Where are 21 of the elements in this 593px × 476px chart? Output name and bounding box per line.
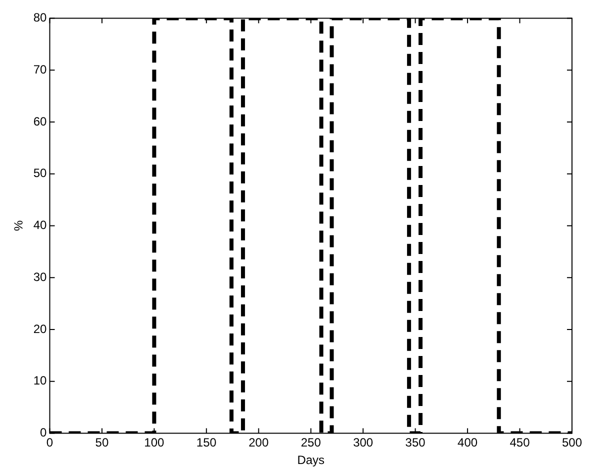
x-tick-label: 150 [196, 436, 217, 450]
x-tick-label: 500 [562, 436, 582, 450]
x-tick-label: 50 [95, 436, 109, 450]
y-tick-label: 0 [40, 426, 48, 440]
y-axis-title: % [12, 220, 26, 232]
x-tick-label: 250 [300, 436, 322, 450]
x-tick-label: 100 [144, 436, 165, 450]
y-tick-label: 30 [33, 270, 48, 284]
y-tick-label: 60 [33, 114, 48, 128]
x-tick-label: 450 [510, 436, 530, 450]
y-tick-label: 70 [33, 62, 48, 76]
y-tick-label: 40 [33, 218, 48, 232]
x-axis-title: Days [297, 453, 325, 468]
y-tick-label: 10 [33, 374, 48, 388]
y-tick-label: 80 [33, 10, 48, 25]
x-tick-label: 200 [248, 436, 269, 450]
y-tick-label: 20 [33, 322, 48, 336]
x-tick-label: 400 [458, 436, 478, 450]
x-tick-label: 300 [353, 436, 374, 450]
y-tick-label: 50 [33, 166, 48, 180]
x-tick-label: 350 [405, 436, 426, 450]
